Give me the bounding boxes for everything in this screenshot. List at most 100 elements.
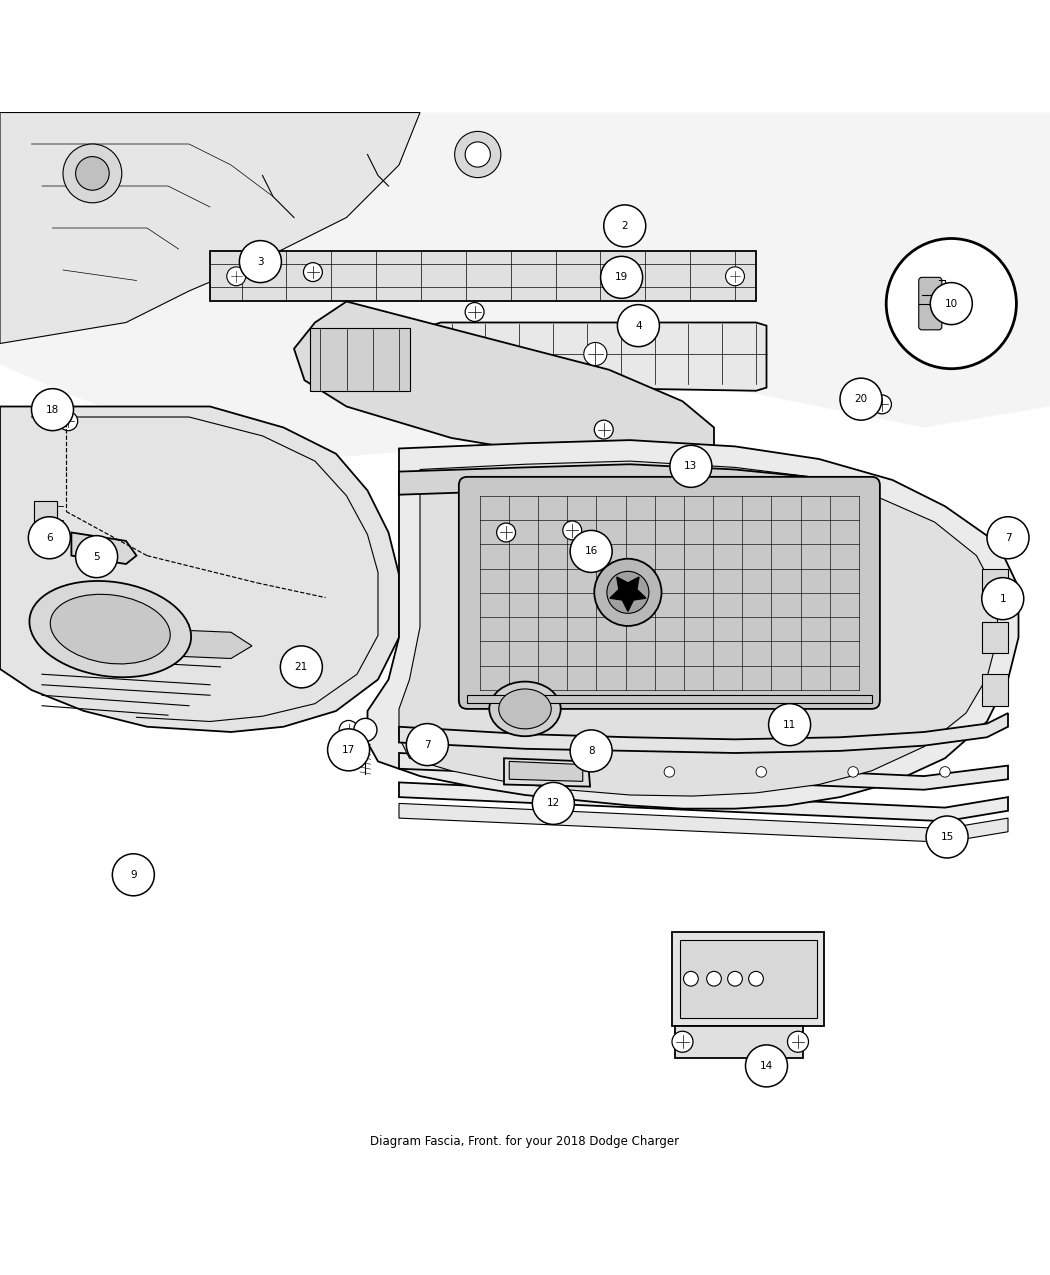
- Circle shape: [455, 131, 501, 177]
- Circle shape: [707, 972, 721, 986]
- FancyBboxPatch shape: [672, 932, 824, 1026]
- Polygon shape: [399, 754, 1008, 789]
- Polygon shape: [504, 759, 590, 787]
- Circle shape: [756, 766, 766, 778]
- Circle shape: [726, 266, 744, 286]
- Circle shape: [465, 142, 490, 167]
- Circle shape: [339, 720, 358, 739]
- Polygon shape: [0, 112, 420, 343]
- Text: 18: 18: [46, 404, 59, 414]
- Polygon shape: [430, 323, 766, 390]
- Circle shape: [840, 379, 882, 421]
- Polygon shape: [399, 803, 1008, 843]
- Text: 4: 4: [635, 320, 642, 330]
- Polygon shape: [294, 301, 714, 472]
- Polygon shape: [399, 713, 1008, 754]
- Circle shape: [607, 571, 649, 613]
- Polygon shape: [509, 761, 583, 782]
- FancyBboxPatch shape: [34, 501, 57, 551]
- Text: 3: 3: [257, 256, 264, 266]
- Circle shape: [406, 724, 448, 765]
- Polygon shape: [0, 407, 399, 732]
- Circle shape: [664, 766, 675, 778]
- Text: 6: 6: [46, 533, 52, 543]
- Text: 17: 17: [342, 745, 355, 755]
- Circle shape: [227, 266, 246, 286]
- Ellipse shape: [489, 682, 561, 736]
- Circle shape: [570, 530, 612, 572]
- Circle shape: [563, 521, 582, 539]
- Circle shape: [788, 1031, 808, 1052]
- Circle shape: [594, 558, 662, 626]
- Circle shape: [940, 766, 950, 778]
- Ellipse shape: [499, 688, 551, 729]
- Circle shape: [280, 646, 322, 688]
- Text: 11: 11: [783, 719, 796, 729]
- Circle shape: [926, 816, 968, 858]
- Circle shape: [532, 783, 574, 825]
- Text: 15: 15: [941, 833, 953, 842]
- Circle shape: [987, 516, 1029, 558]
- Circle shape: [303, 263, 322, 282]
- Circle shape: [354, 718, 377, 742]
- FancyBboxPatch shape: [459, 477, 880, 709]
- Text: 14: 14: [760, 1061, 773, 1071]
- Text: Diagram Fascia, Front. for your 2018 Dodge Charger: Diagram Fascia, Front. for your 2018 Dod…: [371, 1135, 679, 1148]
- Text: 8: 8: [588, 746, 594, 756]
- Circle shape: [570, 729, 612, 771]
- Ellipse shape: [29, 581, 191, 677]
- Text: 5: 5: [93, 552, 100, 562]
- Circle shape: [769, 704, 811, 746]
- Text: 10: 10: [945, 298, 958, 309]
- FancyBboxPatch shape: [675, 1026, 803, 1057]
- Circle shape: [32, 389, 74, 431]
- FancyBboxPatch shape: [919, 278, 942, 330]
- Text: 16: 16: [585, 547, 597, 556]
- Circle shape: [239, 241, 281, 283]
- Circle shape: [982, 578, 1024, 620]
- Polygon shape: [467, 695, 872, 703]
- Circle shape: [728, 972, 742, 986]
- Text: 13: 13: [685, 462, 697, 472]
- Text: 2: 2: [622, 221, 628, 231]
- Circle shape: [617, 305, 659, 347]
- Circle shape: [112, 854, 154, 896]
- Text: 7: 7: [424, 740, 430, 750]
- Circle shape: [59, 412, 78, 431]
- Circle shape: [63, 144, 122, 203]
- Circle shape: [348, 736, 366, 754]
- Polygon shape: [399, 464, 872, 495]
- FancyBboxPatch shape: [982, 674, 1008, 706]
- Circle shape: [572, 766, 583, 778]
- Circle shape: [886, 238, 1016, 368]
- Circle shape: [601, 256, 643, 298]
- FancyBboxPatch shape: [982, 622, 1008, 653]
- Polygon shape: [0, 112, 1050, 459]
- Circle shape: [328, 729, 370, 771]
- Polygon shape: [368, 440, 1018, 808]
- FancyBboxPatch shape: [210, 251, 756, 301]
- Circle shape: [670, 445, 712, 487]
- Text: 7: 7: [1005, 533, 1011, 543]
- Text: 12: 12: [547, 798, 560, 808]
- Polygon shape: [610, 578, 646, 611]
- Circle shape: [594, 421, 613, 439]
- Circle shape: [746, 1046, 788, 1086]
- Circle shape: [76, 536, 118, 578]
- Circle shape: [28, 516, 70, 558]
- Circle shape: [848, 766, 859, 778]
- Circle shape: [584, 552, 603, 571]
- Polygon shape: [71, 533, 136, 564]
- Circle shape: [672, 1031, 693, 1052]
- Ellipse shape: [50, 594, 170, 664]
- Text: 20: 20: [855, 394, 867, 404]
- Text: 9: 9: [130, 870, 136, 880]
- Text: 21: 21: [295, 662, 308, 672]
- Text: 1: 1: [1000, 594, 1006, 603]
- Text: 19: 19: [615, 273, 628, 282]
- Circle shape: [604, 205, 646, 247]
- Polygon shape: [399, 462, 998, 796]
- Polygon shape: [399, 783, 1008, 821]
- FancyBboxPatch shape: [982, 569, 1008, 601]
- FancyBboxPatch shape: [310, 328, 410, 390]
